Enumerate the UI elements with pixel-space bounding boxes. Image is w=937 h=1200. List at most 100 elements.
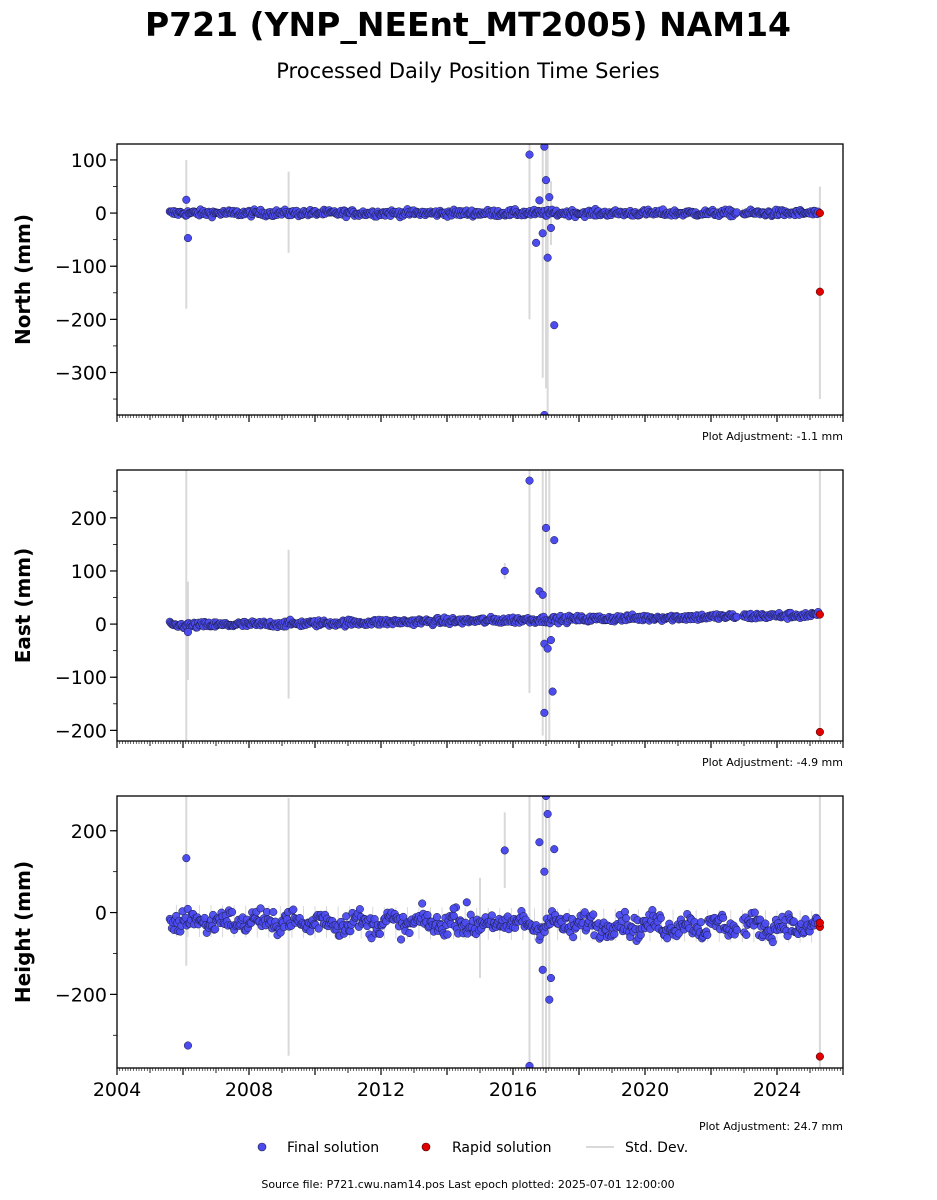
final-outlier-point: [541, 176, 551, 185]
x-tick-label: 2016: [489, 1079, 537, 1101]
final-outlier-point: [550, 321, 559, 330]
final-outlier-point: [535, 838, 544, 847]
panel-1: 100 0 −100 −200 −300 North (mm) Plot Adjustmen…: [11, 143, 844, 443]
final-point: [432, 912, 442, 922]
final-solution-series: [165, 796, 823, 1068]
y-axis-label: North (mm): [11, 214, 35, 345]
y-tick-label: −200: [55, 720, 107, 742]
final-outlier-point: [546, 635, 556, 645]
y-tick-label: 0: [95, 903, 107, 925]
final-outlier-point: [543, 253, 552, 262]
y-tick-label: 200: [71, 821, 107, 843]
y-tick-label: 0: [95, 614, 107, 636]
final-outlier-point: [545, 193, 554, 202]
final-point: [314, 924, 323, 933]
figure-title: P721 (YNP_NEEnt_MT2005) NAM14: [145, 5, 791, 44]
panels-group: 100 0 −100 −200 −300 North (mm) Plot Adjustmen…: [11, 143, 844, 1133]
final-point: [621, 914, 631, 923]
panel-frame: [116, 469, 844, 742]
final-point: [487, 911, 496, 920]
source-footer: Source file: P721.cwu.nam14.pos Last epo…: [261, 1178, 674, 1191]
final-outlier-point: [541, 523, 551, 532]
final-point: [397, 935, 406, 944]
figure-subtitle: Processed Daily Position Time Series: [276, 59, 660, 83]
final-outlier-point: [462, 898, 471, 907]
legend-rapid-marker: [421, 1142, 431, 1152]
final-solution-series: [165, 144, 823, 415]
final-point: [355, 905, 364, 914]
y-tick-label: −100: [55, 667, 107, 689]
final-point: [418, 899, 427, 908]
rapid-point: [815, 610, 824, 619]
y-axis-label: Height (mm): [11, 861, 35, 1003]
final-outlier-point: [182, 195, 191, 204]
final-point: [256, 904, 265, 913]
final-outlier-point: [540, 867, 549, 876]
plot-adjustment-label: Plot Adjustment: -1.1 mm: [702, 430, 843, 443]
legend-final-label: Final solution: [287, 1140, 379, 1156]
final-outlier-point: [540, 708, 549, 717]
final-point: [703, 930, 712, 940]
final-point: [443, 930, 452, 939]
y-tick-label: 100: [71, 561, 107, 583]
final-point: [269, 907, 278, 917]
final-point: [183, 904, 192, 913]
final-outlier-point: [538, 229, 547, 238]
final-outlier-point: [525, 150, 534, 159]
y-tick-label: 0: [95, 203, 107, 225]
final-point: [289, 905, 298, 914]
final-outlier-point: [546, 973, 556, 983]
final-outlier-point: [540, 410, 549, 415]
final-outlier-point: [525, 476, 534, 485]
y-tick-label: 200: [71, 508, 107, 530]
x-tick-label: 2012: [357, 1079, 405, 1101]
final-point: [228, 908, 237, 917]
x-tick-label: 2004: [93, 1079, 141, 1101]
final-point: [761, 919, 770, 928]
final-outlier-point: [545, 995, 554, 1004]
final-outlier-point: [182, 854, 191, 863]
legend-std-label: Std. Dev.: [625, 1140, 688, 1156]
final-outlier-point: [546, 223, 556, 233]
y-tick-label: 100: [71, 150, 107, 172]
final-outlier-point: [550, 536, 559, 545]
panel-3: 200 0 −200 2004 2008 2012 2016 2020 2024 Height (…: [11, 795, 844, 1133]
y-tick-label: −300: [55, 362, 107, 384]
y-axis-label: East (mm): [11, 548, 35, 664]
plot-adjustment-label: Plot Adjustment: -4.9 mm: [702, 756, 843, 769]
final-point: [423, 910, 432, 920]
final-point: [211, 925, 220, 934]
final-point: [405, 928, 414, 938]
final-outlier-point: [548, 687, 557, 696]
final-outlier-point: [543, 644, 552, 653]
final-point: [375, 929, 384, 938]
plot-area: [165, 470, 824, 741]
final-outlier-point: [525, 1061, 534, 1068]
legend-final-marker: [257, 1142, 267, 1152]
rapid-point: [815, 1052, 824, 1061]
final-outlier-point: [532, 238, 541, 247]
final-outlier-point: [543, 809, 552, 819]
plot-area: [165, 144, 824, 415]
plot-adjustment-label: Plot Adjustment: 24.7 mm: [699, 1120, 843, 1133]
legend-rapid-label: Rapid solution: [452, 1140, 552, 1156]
final-point: [569, 933, 578, 942]
final-outlier-point: [538, 590, 547, 599]
x-tick-label: 2020: [621, 1079, 669, 1101]
final-point: [742, 930, 751, 939]
y-tick-label: −100: [55, 256, 107, 278]
final-outlier-point: [183, 628, 192, 637]
final-outlier-point: [449, 904, 458, 913]
final-point: [750, 908, 759, 917]
y-tick-label: −200: [55, 309, 107, 331]
final-point: [342, 912, 351, 921]
final-point: [768, 938, 777, 947]
final-outlier-point: [550, 845, 559, 854]
final-point: [656, 914, 665, 923]
final-solution-series: [165, 476, 823, 717]
x-tick-label: 2024: [753, 1079, 801, 1101]
panel-2: 200 100 0 −100 −200 East (mm) Plot Adjustment:…: [11, 469, 844, 769]
final-point: [719, 913, 728, 922]
final-point: [399, 912, 408, 921]
